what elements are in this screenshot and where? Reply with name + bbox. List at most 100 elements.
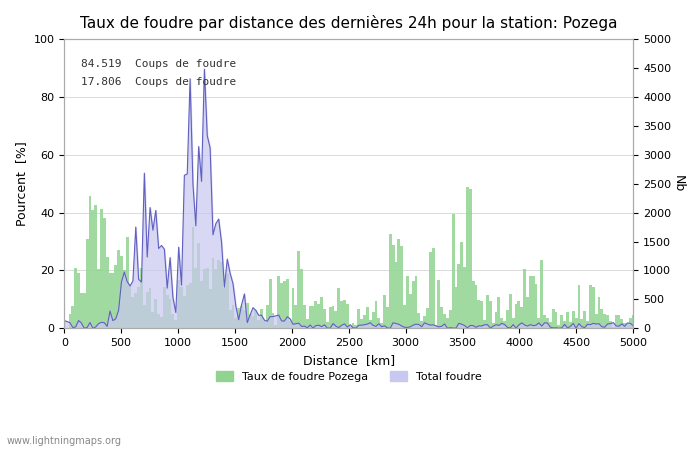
Total foudre bbox=[606, 321, 615, 326]
Bar bbox=[438, 279, 440, 328]
Bar bbox=[520, 307, 523, 328]
Bar bbox=[77, 274, 80, 328]
Bar bbox=[552, 309, 554, 328]
Bar bbox=[557, 325, 561, 328]
Bar bbox=[71, 306, 74, 328]
Bar bbox=[426, 308, 429, 328]
Bar bbox=[395, 262, 398, 328]
Bar bbox=[123, 270, 126, 328]
Bar bbox=[134, 292, 137, 328]
X-axis label: Distance  [km]: Distance [km] bbox=[302, 354, 395, 367]
Bar bbox=[229, 310, 232, 328]
Bar bbox=[266, 306, 269, 328]
Bar bbox=[351, 323, 354, 328]
Bar bbox=[564, 321, 566, 328]
Bar bbox=[243, 310, 246, 328]
Bar bbox=[603, 314, 606, 328]
Bar bbox=[163, 287, 166, 328]
Bar bbox=[360, 319, 363, 328]
Bar bbox=[260, 309, 263, 328]
Bar bbox=[626, 323, 629, 328]
Bar bbox=[172, 314, 174, 328]
Bar bbox=[503, 321, 506, 328]
Bar bbox=[103, 217, 106, 328]
Bar bbox=[195, 269, 197, 328]
Bar bbox=[69, 314, 71, 328]
Bar bbox=[174, 320, 177, 328]
Legend: Taux de foudre Pozega, Total foudre: Taux de foudre Pozega, Total foudre bbox=[211, 367, 486, 387]
Bar bbox=[258, 320, 260, 328]
Bar bbox=[414, 276, 417, 328]
Bar bbox=[420, 321, 423, 328]
Bar bbox=[203, 269, 206, 328]
Bar bbox=[288, 321, 292, 328]
Bar bbox=[512, 318, 514, 328]
Bar bbox=[580, 320, 583, 328]
Bar bbox=[566, 312, 569, 328]
Bar bbox=[477, 300, 480, 328]
Bar bbox=[569, 322, 572, 328]
Bar bbox=[74, 268, 77, 328]
Text: www.lightningmaps.org: www.lightningmaps.org bbox=[7, 436, 122, 446]
Bar bbox=[366, 307, 369, 328]
Bar bbox=[595, 314, 598, 328]
Bar bbox=[314, 302, 317, 328]
Total foudre bbox=[169, 295, 177, 300]
Bar bbox=[126, 238, 129, 328]
Bar bbox=[423, 316, 426, 328]
Bar bbox=[295, 306, 298, 328]
Bar bbox=[143, 305, 146, 328]
Bar bbox=[140, 269, 143, 328]
Bar bbox=[189, 283, 192, 328]
Bar bbox=[326, 322, 329, 328]
Bar bbox=[303, 305, 306, 328]
Bar bbox=[380, 323, 383, 328]
Bar bbox=[183, 296, 186, 328]
Total foudre bbox=[97, 320, 106, 325]
Bar bbox=[561, 315, 564, 328]
Total foudre bbox=[629, 323, 638, 328]
Bar bbox=[192, 227, 195, 328]
Bar bbox=[298, 252, 300, 328]
Bar bbox=[403, 305, 406, 328]
Bar bbox=[169, 299, 172, 328]
Bar bbox=[523, 269, 526, 328]
Bar bbox=[623, 324, 626, 328]
Bar bbox=[346, 304, 349, 328]
Bar bbox=[309, 306, 312, 328]
Bar bbox=[632, 315, 635, 328]
Bar bbox=[583, 310, 586, 328]
Bar bbox=[475, 285, 477, 328]
Bar bbox=[452, 214, 454, 328]
Bar bbox=[186, 285, 189, 328]
Y-axis label: Nb: Nb bbox=[672, 175, 685, 192]
Bar bbox=[234, 318, 237, 328]
Bar bbox=[617, 315, 620, 328]
Bar bbox=[269, 279, 272, 328]
Bar bbox=[514, 304, 517, 328]
Total foudre bbox=[89, 326, 97, 331]
Bar bbox=[572, 311, 575, 328]
Bar bbox=[337, 288, 340, 328]
Bar bbox=[100, 209, 103, 328]
Bar bbox=[506, 310, 509, 328]
Bar bbox=[377, 318, 380, 328]
Bar bbox=[129, 285, 132, 328]
Bar bbox=[246, 303, 248, 328]
Bar bbox=[489, 301, 491, 328]
Bar bbox=[220, 262, 223, 328]
Bar bbox=[517, 301, 520, 328]
Bar bbox=[335, 311, 337, 328]
Bar bbox=[232, 306, 235, 328]
Bar bbox=[483, 320, 486, 328]
Bar bbox=[274, 325, 277, 328]
Bar bbox=[440, 307, 443, 328]
Bar bbox=[620, 319, 623, 328]
Bar bbox=[374, 302, 377, 328]
Bar bbox=[435, 325, 438, 328]
Bar bbox=[120, 256, 123, 328]
Bar bbox=[392, 245, 395, 328]
Bar bbox=[312, 306, 314, 328]
Bar bbox=[251, 316, 254, 328]
Bar bbox=[446, 318, 449, 328]
